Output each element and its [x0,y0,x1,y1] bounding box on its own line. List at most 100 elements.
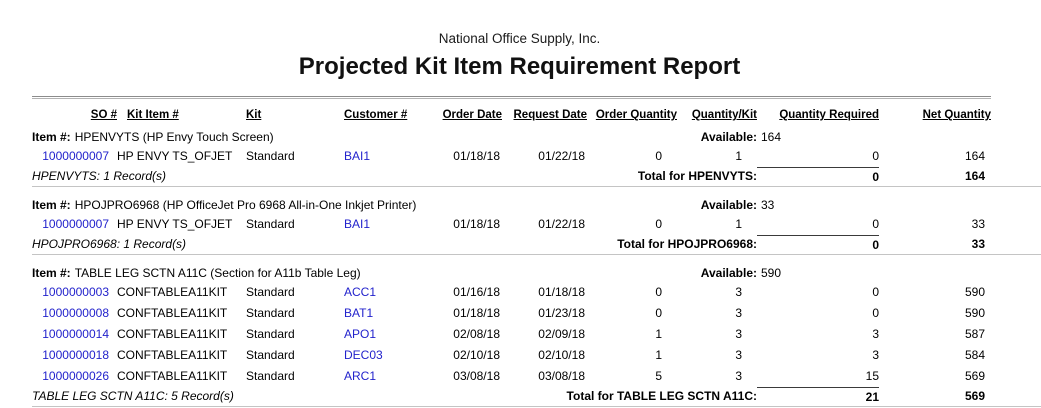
column-header-customer: Customer # [344,109,408,121]
kit-item-cell: CONFTABLEA11KIT [117,348,228,362]
available-value: 590 [761,266,782,280]
item-group-hpenvyts: Item #: HPENVYTS (HP Envy Touch Screen) A… [32,128,1041,187]
company-name: National Office Supply, Inc. [438,31,601,46]
column-header-order-date: Order Date [442,109,502,121]
order-quantity-cell: 0 [655,306,662,320]
so-number-link[interactable]: 1000000026 [42,369,109,383]
customer-link[interactable]: BAT1 [344,306,374,320]
column-header-kit: Kit [246,109,262,121]
group-total-label: Total for HPOJPRO6968: [617,237,757,251]
item-group-label: Item #: TABLE LEG SCTN A11C (Section for … [32,264,677,282]
item-number-title: HPOJPRO6968 (HP OfficeJet Pro 6968 All-i… [74,198,417,212]
kit-cell: Standard [246,149,295,163]
item-number-title: TABLE LEG SCTN A11C (Section for A11b Ta… [74,266,361,280]
customer-link[interactable]: DEC03 [344,348,383,362]
quantity-per-kit-cell: 3 [735,285,742,299]
so-number-link[interactable]: 1000000008 [42,306,109,320]
order-quantity-cell: 0 [655,149,662,163]
table-row: 1000000014 CONFTABLEA11KIT Standard APO1… [32,324,991,345]
quantity-per-kit-cell: 3 [735,327,742,341]
customer-link[interactable]: ARC1 [344,369,377,383]
kit-item-cell: CONFTABLEA11KIT [117,327,228,341]
net-quantity-cell: 33 [971,217,985,231]
net-quantity-cell: 590 [964,306,985,320]
quantity-required-cell: 15 [865,369,879,383]
customer-link[interactable]: BAI1 [344,149,371,163]
customer-link[interactable]: ACC1 [344,285,377,299]
quantity-per-kit-cell: 3 [735,348,742,362]
kit-cell: Standard [246,285,295,299]
quantity-required-cell: 0 [872,306,879,320]
order-quantity-cell: 5 [655,369,662,383]
column-header-so: SO # [90,109,117,121]
request-date-cell: 01/22/18 [538,149,585,163]
order-date-cell: 02/10/18 [453,348,500,362]
order-quantity-cell: 0 [655,285,662,299]
kit-item-cell: HP ENVY TS_OFJET [117,149,233,163]
net-quantity-cell: 590 [964,285,985,299]
order-date-cell: 01/18/18 [453,149,500,163]
column-header-order-qty: Order Quantity [595,109,677,121]
request-date-cell: 03/08/18 [538,369,585,383]
customer-link[interactable]: APO1 [344,327,377,341]
table-row: 1000000007 HP ENVY TS_OFJET Standard BAI… [32,214,991,235]
group-footer-row: TABLE LEG SCTN A11C: 5 Record(s) Total f… [32,387,991,405]
request-date-cell: 01/23/18 [538,306,585,320]
available-label: Available: [700,198,757,212]
customer-link[interactable]: BAI1 [344,217,371,231]
available-value: 164 [761,130,782,144]
item-number-label: Item #: [32,130,71,144]
group-total-label: Total for HPENVYTS: [637,169,757,183]
quantity-required-cell: 3 [872,348,879,362]
kit-cell: Standard [246,348,295,362]
so-number-link[interactable]: 1000000018 [42,348,109,362]
quantity-per-kit-cell: 3 [735,306,742,320]
item-group-label: Item #: HPENVYTS (HP Envy Touch Screen) [32,128,677,146]
item-number-label: Item #: [32,266,71,280]
group-total-label: Total for TABLE LEG SCTN A11C: [566,389,757,403]
order-quantity-cell: 1 [655,327,662,341]
group-footer-row: HPENVYTS: 1 Record(s) Total for HPENVYTS… [32,167,991,185]
group-footer-row: HPOJPRO6968: 1 Record(s) Total for HPOJP… [32,235,991,253]
order-date-cell: 03/08/18 [453,369,500,383]
kit-cell: Standard [246,306,295,320]
so-number-link[interactable]: 1000000003 [42,285,109,299]
group-total-required: 0 [757,235,879,254]
available-label: Available: [700,130,757,144]
group-total-net: 33 [971,237,985,251]
column-header-kit-item: Kit Item # [127,109,179,121]
table-row: 1000000008 CONFTABLEA11KIT Standard BAT1… [32,303,991,324]
kit-item-cell: HP ENVY TS_OFJET [117,217,233,231]
order-quantity-cell: 1 [655,348,662,362]
top-divider [32,96,991,99]
quantity-required-cell: 0 [872,149,879,163]
available-label: Available: [700,266,757,280]
so-number-link[interactable]: 1000000007 [42,149,109,163]
column-header-row: SO # Kit Item # Kit Customer # Order Dat… [32,105,991,125]
quantity-per-kit-cell: 3 [735,369,742,383]
item-group-label: Item #: HPOJPRO6968 (HP OfficeJet Pro 696… [32,196,677,214]
group-total-required: 21 [757,387,879,406]
kit-cell: Standard [246,327,295,341]
so-number-link[interactable]: 1000000014 [42,327,109,341]
so-number-link[interactable]: 1000000007 [42,217,109,231]
item-number-label: Item #: [32,198,71,212]
available-value: 33 [761,198,775,212]
quantity-per-kit-cell: 1 [735,217,742,231]
report-title: Projected Kit Item Requirement Report [298,53,741,80]
net-quantity-cell: 584 [964,348,985,362]
request-date-cell: 02/09/18 [538,327,585,341]
kit-item-cell: CONFTABLEA11KIT [117,306,228,320]
records-summary: TABLE LEG SCTN A11C: 5 Record(s) [32,389,234,403]
quantity-required-cell: 0 [872,217,879,231]
kit-cell: Standard [246,369,295,383]
order-quantity-cell: 0 [655,217,662,231]
group-total-net: 164 [964,169,985,183]
order-date-cell: 02/08/18 [453,327,500,341]
table-row: 1000000018 CONFTABLEA11KIT Standard DEC0… [32,345,991,366]
request-date-cell: 01/22/18 [538,217,585,231]
request-date-cell: 02/10/18 [538,348,585,362]
records-summary: HPOJPRO6968: 1 Record(s) [32,237,187,251]
kit-item-cell: CONFTABLEA11KIT [117,369,228,383]
quantity-required-cell: 0 [872,285,879,299]
